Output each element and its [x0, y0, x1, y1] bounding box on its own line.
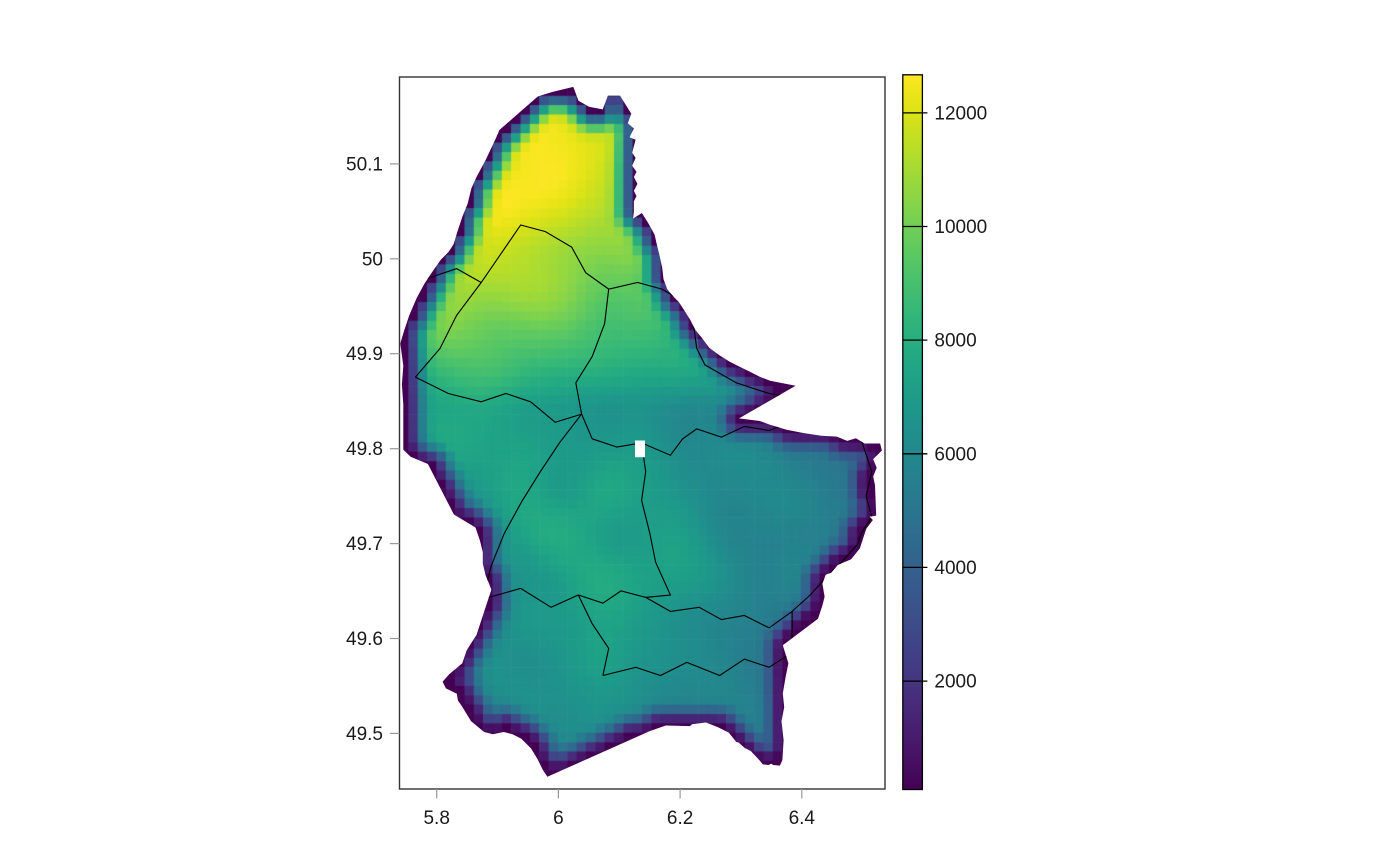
svg-text:2000: 2000	[934, 672, 976, 693]
svg-text:12000: 12000	[934, 103, 987, 124]
svg-text:49.7: 49.7	[346, 534, 383, 555]
svg-text:49.8: 49.8	[346, 439, 383, 460]
svg-text:6: 6	[553, 808, 564, 829]
svg-text:8000: 8000	[934, 331, 976, 352]
svg-text:6000: 6000	[934, 444, 976, 465]
svg-text:4000: 4000	[934, 558, 976, 579]
svg-text:49.5: 49.5	[346, 724, 383, 745]
svg-text:5.8: 5.8	[423, 808, 449, 829]
svg-text:6.4: 6.4	[789, 808, 816, 829]
svg-text:10000: 10000	[934, 217, 987, 238]
svg-text:50.1: 50.1	[346, 154, 383, 175]
svg-text:49.9: 49.9	[346, 344, 383, 365]
svg-text:49.6: 49.6	[346, 629, 383, 650]
svg-text:50: 50	[362, 249, 383, 270]
svg-text:6.2: 6.2	[667, 808, 693, 829]
